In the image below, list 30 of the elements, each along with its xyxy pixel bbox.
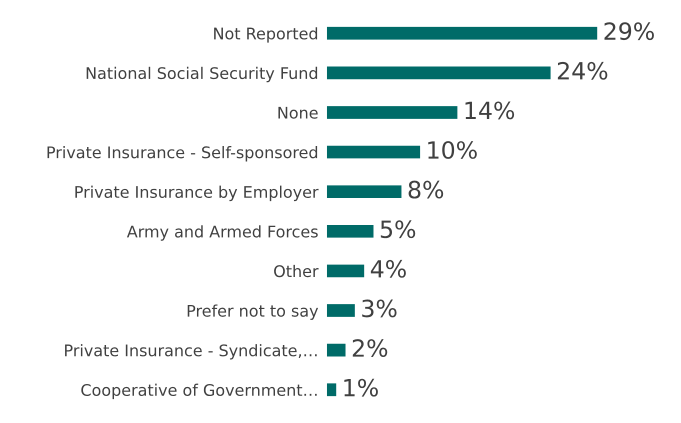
y-tick-label: None (278, 106, 318, 119)
bar (326, 185, 402, 198)
y-tick-label: Cooperative of Government… (81, 384, 317, 400)
data-label: 2% (352, 339, 388, 357)
bar (326, 383, 336, 396)
data-label: 8% (408, 180, 444, 199)
data-label: 5% (380, 220, 416, 238)
bar (326, 224, 374, 238)
data-label: 29% (604, 22, 654, 40)
y-tick-label: Other (274, 264, 319, 278)
data-label: 3% (362, 300, 397, 318)
y-tick-label: Private Insurance - Syndicate,… (65, 344, 317, 360)
data-label: 4% (370, 260, 406, 278)
y-tick-label: National Social Security Fund (86, 66, 318, 82)
bar (326, 264, 364, 278)
bar (326, 304, 355, 317)
data-label: 10% (428, 141, 477, 159)
data-label: 14% (466, 101, 514, 120)
data-label: 1% (344, 378, 378, 397)
bar (326, 106, 458, 119)
y-tick-label: Army and Armed Forces (126, 225, 318, 241)
y-tick-label: Not Reported (214, 27, 318, 43)
y-tick-label: Private Insurance by Employer (75, 186, 319, 202)
bar (326, 26, 598, 40)
bar (326, 66, 551, 80)
data-label: 24% (558, 62, 608, 80)
bar (326, 146, 420, 158)
bar (326, 344, 346, 356)
y-tick-label: Private Insurance - Self-sponsored (48, 146, 318, 162)
y-tick-label: Prefer not to say (188, 304, 318, 320)
